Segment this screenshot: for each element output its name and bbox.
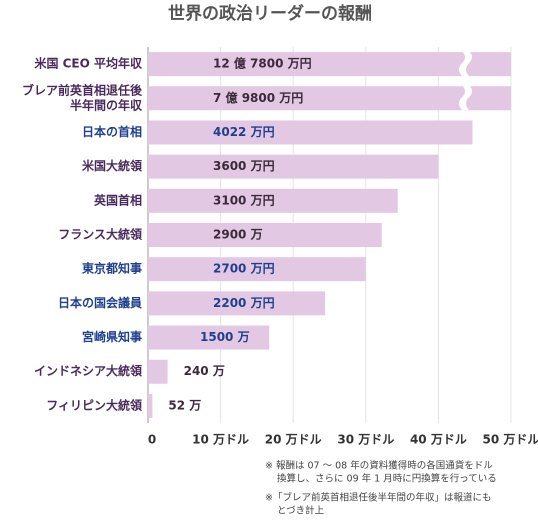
category-label: 東京都知事 (82, 261, 142, 276)
category-label: 半年間の年収 (70, 97, 143, 112)
category-label: インドネシア大統領 (34, 363, 143, 378)
bar (148, 359, 168, 384)
value-label: 3600 万円 (213, 159, 275, 173)
note: とづき計上 (277, 505, 325, 517)
chart-title: 世界の政治リーダーの報酬 (168, 3, 372, 24)
x-tick-label: 0 (148, 433, 156, 447)
bar (148, 154, 439, 179)
bar (148, 52, 511, 77)
value-label: 7 億 9800 万円 (213, 90, 303, 105)
value-label: 52 万 (168, 398, 201, 412)
value-label: 3100 万円 (213, 193, 275, 207)
axis-break (459, 85, 472, 111)
value-label: 240 万 (184, 364, 225, 378)
value-label: 12 億 7800 万円 (213, 56, 312, 71)
x-tick-label: 20 万ドル (265, 433, 322, 447)
x-tick-label: 10 万ドル (192, 433, 249, 447)
x-tick-label: 30 万ドル (337, 433, 394, 447)
bar (148, 257, 366, 282)
category-label: 宮崎県知事 (82, 329, 142, 344)
bar (148, 291, 326, 316)
bar (148, 393, 153, 418)
axis-break (459, 51, 472, 77)
category-label: 米国大統領 (82, 158, 143, 173)
note: ※ 報酬は 07 〜 08 年の資料獲得時の各国通貨をドル (265, 460, 493, 472)
category-label: フランス大統領 (58, 227, 143, 242)
category-label: ブレア前英首相退任後 (22, 82, 143, 97)
value-label: 2700 万円 (213, 262, 275, 276)
value-label: 1500 万 (200, 330, 250, 344)
x-tick-label: 40 万ドル (410, 433, 467, 447)
x-tick-label: 50 万ドル (483, 433, 538, 447)
category-label: 日本の国会議員 (58, 295, 142, 310)
category-label: 日本の首相 (82, 124, 142, 139)
note: 換算し、さらに 09 年 1 月時に円換算を行っている (277, 473, 497, 485)
category-label: 米国 CEO 平均年収 (34, 56, 143, 71)
bar (148, 86, 511, 111)
bar (148, 325, 270, 350)
bar (148, 188, 398, 213)
note: ※「ブレア前英首相退任後半年間の年収」は報道にも (265, 492, 491, 504)
value-label: 2900 万 (213, 228, 263, 242)
bar (148, 120, 473, 145)
category-label: 英国首相 (94, 192, 142, 207)
category-label: フィリピン大統領 (46, 397, 143, 412)
value-label: 2200 万円 (213, 296, 275, 310)
value-label: 4022 万円 (213, 125, 275, 139)
bar (148, 223, 382, 247)
